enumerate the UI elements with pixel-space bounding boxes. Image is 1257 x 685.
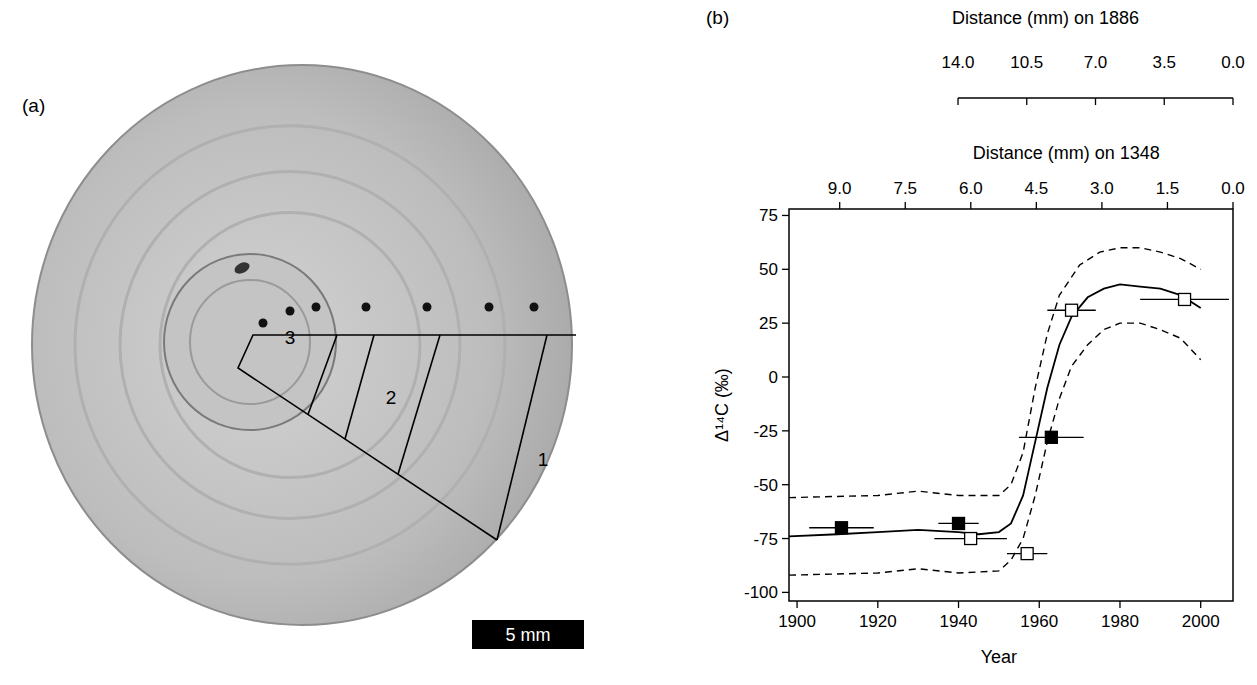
confidence-line [789,323,1201,575]
pit [233,260,252,276]
x-tick [958,601,959,608]
x2-tick [1232,202,1233,209]
x2-tick [970,202,971,209]
otolith [32,65,572,625]
y-tick [782,323,789,324]
sample-dot [485,303,494,312]
x2-tick [839,202,840,209]
x-tick-label: 1940 [940,612,978,631]
y-tick [782,215,789,216]
filled-square [953,517,965,529]
y-tick [782,538,789,539]
section-line [345,335,374,439]
growth-ring [160,212,420,477]
fit-line [789,284,1201,536]
x3-tick [1232,98,1233,105]
section-line [308,335,337,414]
x3-tick-label: 0.0 [1221,53,1245,72]
panel-b: (b) 1900 1920 1940 1960 1980 2000 Year -100 -75 -5… [706,7,1245,667]
panel-a: (a) 1 2 3 5 mm [22,65,584,649]
filled-square [835,522,847,534]
x2-tick-label: 0.0 [1221,179,1245,198]
open-square [965,533,977,545]
sample-dot [362,303,371,312]
x-tick [1119,601,1120,608]
x3-tick [1095,98,1096,105]
section-line [497,335,547,540]
x3-tick-label: 7.0 [1084,53,1108,72]
growth-ring [120,172,460,519]
section-line [398,335,440,474]
section-label: 2 [386,387,397,408]
y-tick-label: -75 [753,530,778,549]
sample-dot [530,303,539,312]
x2-axis-title: Distance (mm) on 1348 [973,143,1160,163]
x-tick-label: 1920 [859,612,897,631]
x-tick-label: 2000 [1182,612,1220,631]
y-tick-label: -100 [744,583,778,602]
x2-tick-label: 3.0 [1090,179,1114,198]
x3-axis-title: Distance (mm) on 1886 [952,8,1139,28]
x3-tick [1164,98,1165,105]
x-tick-label: 1980 [1101,612,1139,631]
sample-dot [286,307,295,316]
y-tick [782,269,789,270]
x-tick-label: 1960 [1020,612,1058,631]
data [789,248,1229,575]
x-tick [1039,601,1040,608]
wedge-outline [238,335,576,540]
x2-tick-label: 1.5 [1156,179,1180,198]
x3-tick-label: 3.5 [1152,53,1176,72]
figure: (a) 1 2 3 5 mm (b) 1900 1920 1940 1960 1980 2000 Yea… [0,0,1257,685]
scale-bar [472,620,584,649]
y-tick-label: 25 [759,314,778,333]
panel-label: (b) [706,7,729,28]
x-axis-title: Year [981,647,1017,667]
y-tick-label: -50 [753,476,778,495]
x3-tick [1026,98,1027,105]
x2-tick-label: 4.5 [1025,179,1049,198]
y-tick-label: 0 [769,368,778,387]
y-tick [782,430,789,431]
growth-ring [75,126,505,565]
x3-tick-label: 10.5 [1010,53,1043,72]
x-tick [877,601,878,608]
y-axis-title: Δ¹⁴C (‰) [712,368,732,442]
y-tick [782,376,789,377]
filled-square [1045,431,1057,443]
section-label: 1 [538,449,549,470]
x2-tick [1036,202,1037,209]
x2-tick [1101,202,1102,209]
x2-tick [905,202,906,209]
section-label: 3 [285,327,296,348]
open-square [1021,548,1033,560]
x2-tick-label: 6.0 [959,179,983,198]
y-tick-label: 50 [759,260,778,279]
scale-bar-label: 5 mm [506,625,551,645]
open-square [1066,304,1078,316]
panel-label: (a) [22,95,45,116]
x2-tick [1167,202,1168,209]
open-square [1179,293,1191,305]
y-tick-label: -25 [753,422,778,441]
x-tick [1200,601,1201,608]
y-tick [782,592,789,593]
y-tick [782,484,789,485]
plot-frame [789,209,1233,601]
x3-tick [957,98,958,105]
sample-dot [423,303,432,312]
sample-dot [312,303,321,312]
x-tick [796,601,797,608]
x-tick-label: 1900 [778,612,816,631]
confidence-line [789,248,1201,498]
x3-tick-label: 14.0 [941,53,974,72]
x2-tick-label: 9.0 [828,179,852,198]
x2-tick-label: 7.5 [893,179,917,198]
sample-dot [259,319,268,328]
y-tick-label: 75 [759,206,778,225]
